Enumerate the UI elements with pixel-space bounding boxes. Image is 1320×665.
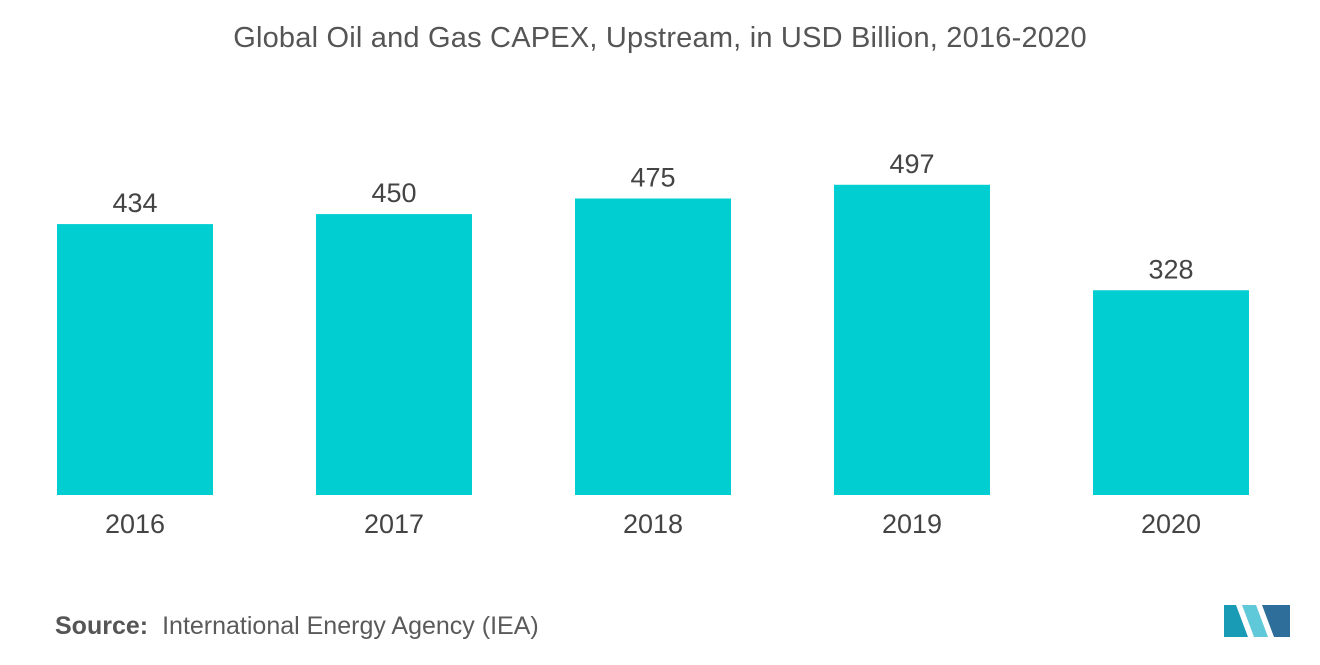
value-label-2017: 450 <box>371 178 416 208</box>
logo-right-stroke <box>1262 605 1290 637</box>
logo-middle-stroke <box>1242 605 1268 637</box>
value-label-2019: 497 <box>889 149 934 179</box>
x-tick-label-2016: 2016 <box>105 509 165 539</box>
source-text: International Energy Agency (IEA) <box>162 612 539 640</box>
x-tick-label-2018: 2018 <box>623 509 683 539</box>
bar-2019 <box>834 184 990 496</box>
x-tick-label-2017: 2017 <box>364 509 424 539</box>
source-label: Source: <box>55 612 149 640</box>
x-tick-label-2019: 2019 <box>882 509 942 539</box>
tick-labels-layer: 2016 2017 2018 2019 2020 <box>105 509 1201 539</box>
value-label-2018: 475 <box>630 163 675 193</box>
logo-left-stroke <box>1224 605 1248 637</box>
value-labels-layer: 434 450 475 497 328 <box>112 149 1193 284</box>
bar-chart: 434 450 475 497 328 2016 2017 2018 2019 2020 <box>57 149 1249 539</box>
mordor-intelligence-logo-icon <box>1224 605 1290 637</box>
bar-2020 <box>1093 290 1249 495</box>
bar-2017 <box>316 214 472 496</box>
x-tick-label-2020: 2020 <box>1141 509 1201 539</box>
bar-2018 <box>575 198 731 495</box>
bar-2016 <box>57 224 213 495</box>
source-note: Source: International Energy Agency (IEA) <box>55 612 539 641</box>
chart-title: Global Oil and Gas CAPEX, Upstream, in U… <box>233 22 1087 54</box>
value-label-2020: 328 <box>1148 254 1193 284</box>
bars-layer <box>57 184 1249 496</box>
value-label-2016: 434 <box>112 188 157 218</box>
